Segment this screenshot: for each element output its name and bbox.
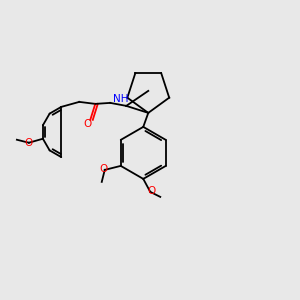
Text: O: O: [147, 186, 155, 196]
Text: NH: NH: [113, 94, 129, 104]
Text: O: O: [83, 119, 92, 129]
Text: O: O: [100, 164, 108, 174]
Text: O: O: [25, 138, 33, 148]
